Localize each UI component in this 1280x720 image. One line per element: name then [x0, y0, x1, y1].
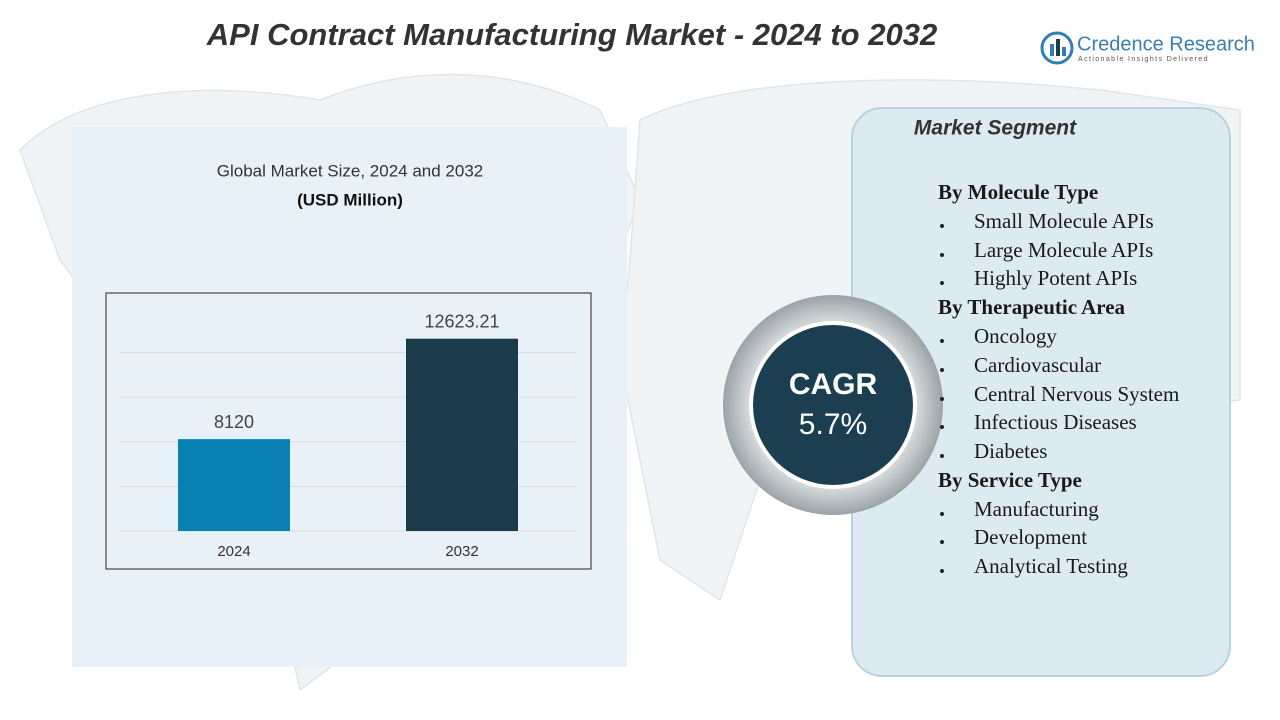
segment-item: Diabetes	[940, 437, 1228, 466]
logo-name: Credence Research	[1077, 33, 1255, 55]
segment-item: Oncology	[940, 322, 1228, 351]
segment-item: Cardiovascular	[940, 351, 1228, 380]
segment-item: Analytical Testing	[940, 552, 1228, 581]
segment-items: Manufacturing Development Analytical Testi…	[938, 495, 1228, 581]
segment-items: Small Molecule APIs Large Molecule APIs Hi…	[938, 207, 1228, 293]
logo-tagline: Actionable Insights Delivered	[1078, 56, 1209, 63]
chart-title: Global Market Size, 2024 and 2032	[217, 161, 484, 180]
segment-heading: By Service Type	[938, 467, 1082, 492]
segment-heading: By Therapeutic Area	[938, 295, 1126, 320]
segment-item: Manufacturing	[940, 495, 1228, 524]
value-label: 8120	[214, 412, 254, 432]
logo: Credence Research Actionable Insights De…	[1040, 31, 1255, 65]
x-tick-label: 2032	[445, 543, 478, 560]
segment-item: Development	[940, 523, 1228, 552]
x-tick-label: 2024	[217, 543, 250, 560]
cagr-label: CAGR	[789, 368, 878, 401]
cagr-circle	[753, 325, 913, 485]
segment-item: Central Nervous System	[940, 380, 1228, 409]
chart-subtitle: (USD Million)	[297, 190, 403, 209]
segment-list: By Molecule Type Small Molecule APIs Large…	[938, 178, 1228, 581]
segment-item: Large Molecule APIs	[940, 236, 1228, 265]
value-label: 12623.21	[424, 311, 499, 331]
segment-item: Highly Potent APIs	[940, 264, 1228, 293]
cagr-value: 5.7%	[799, 408, 867, 441]
page-title: API Contract Manufacturing Market - 2024…	[206, 17, 937, 52]
segment-title: Market Segment	[914, 117, 1077, 140]
bar	[406, 338, 518, 531]
segment-item: Infectious Diseases	[940, 408, 1228, 437]
segment-item: Small Molecule APIs	[940, 207, 1228, 236]
bar	[178, 439, 290, 531]
segment-heading: By Molecule Type	[938, 180, 1099, 204]
plot: 2024 8120 2032 12623.21	[120, 311, 576, 560]
chart-frame	[105, 292, 592, 570]
segment-items: Oncology Cardiovascular Central Nervous Sy…	[938, 322, 1228, 466]
